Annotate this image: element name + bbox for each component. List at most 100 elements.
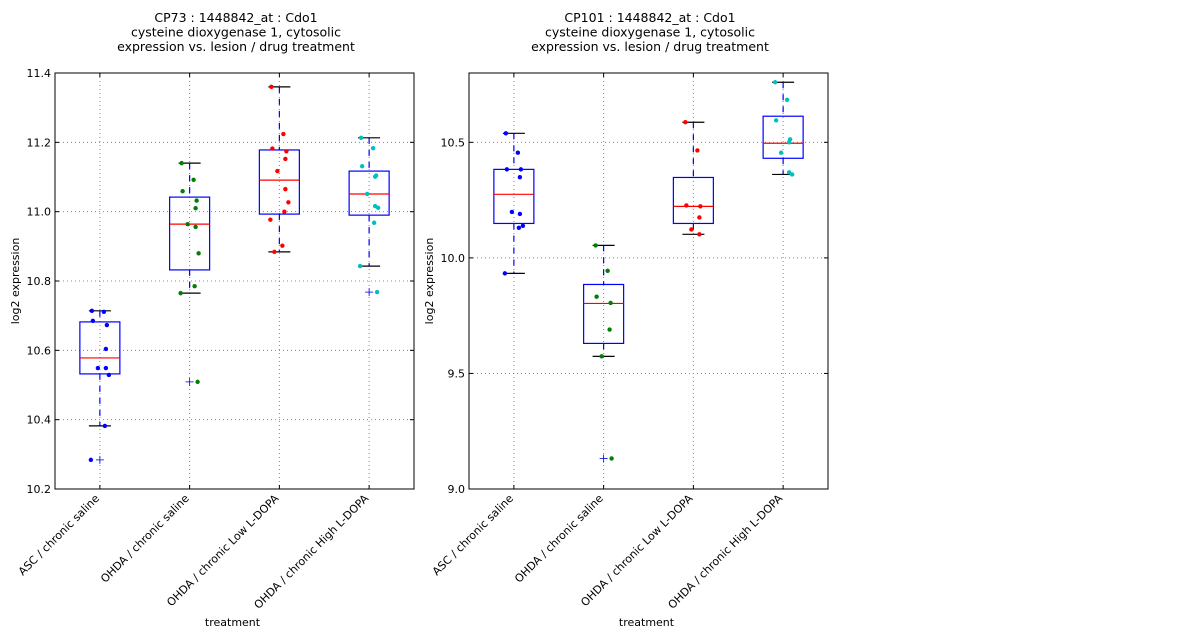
y-tick-label: 10.0	[441, 252, 466, 265]
data-point	[593, 243, 598, 248]
data-point	[88, 457, 94, 463]
data-point	[89, 308, 95, 314]
data-point	[90, 318, 96, 324]
y-tick-label: 10.2	[27, 483, 52, 496]
data-point	[191, 177, 196, 182]
data-point	[103, 346, 109, 352]
data-point	[520, 223, 526, 228]
box-iqr	[79, 321, 121, 375]
data-point	[284, 149, 289, 154]
axes-frame	[54, 72, 415, 490]
chart-title-line-3: expression vs. lesion / drug treatment	[117, 39, 355, 54]
data-point	[195, 379, 200, 385]
y-tick-label: 11.4	[27, 67, 52, 80]
data-point	[106, 372, 112, 378]
x-tick-label: ASC / chronic saline	[430, 492, 516, 578]
data-point	[789, 172, 795, 177]
data-point	[504, 167, 510, 172]
data-point	[101, 309, 107, 315]
data-point	[608, 300, 613, 306]
box-iqr	[493, 168, 535, 225]
chart-title-line-3: expression vs. lesion / drug treatment	[531, 39, 769, 54]
data-point	[695, 148, 700, 153]
data-point	[270, 146, 275, 151]
data-point	[784, 97, 790, 103]
data-point	[180, 189, 185, 194]
data-point	[599, 354, 604, 359]
box-iqr	[672, 176, 714, 225]
data-point	[605, 268, 610, 274]
data-point	[272, 249, 277, 255]
chart-title-line-1: CP101 : 1448842_at : Cdo1	[564, 10, 735, 25]
data-point	[282, 209, 287, 214]
data-point	[196, 251, 201, 256]
data-point	[193, 224, 198, 230]
data-point	[515, 150, 521, 155]
data-point	[697, 215, 702, 220]
x-tick-label: ASC / chronic saline	[16, 492, 102, 578]
data-point	[503, 131, 509, 136]
box-iqr	[169, 196, 211, 271]
data-point	[358, 135, 364, 141]
box-iqr	[348, 170, 390, 216]
data-point	[518, 167, 524, 172]
data-point	[95, 365, 101, 371]
x-tick-label: OHDA / chronic saline	[98, 492, 192, 586]
x-axis-label: treatment	[205, 616, 261, 629]
data-point	[281, 131, 286, 137]
data-point	[509, 209, 515, 215]
y-tick-label: 10.5	[441, 136, 466, 149]
data-point	[594, 294, 599, 299]
data-point	[683, 120, 688, 125]
y-axis-label: log2 expression	[9, 238, 22, 325]
data-point	[364, 191, 370, 197]
data-point	[375, 205, 381, 211]
data-point	[370, 146, 376, 151]
y-tick-label: 9.0	[448, 483, 466, 496]
y-axis-label: log2 expression	[423, 238, 436, 325]
data-point	[286, 200, 291, 205]
box-iqr	[258, 149, 300, 215]
data-point	[178, 290, 183, 296]
data-point	[517, 211, 523, 217]
y-tick-label: 10.8	[27, 275, 52, 288]
y-tick-label: 10.4	[27, 414, 52, 427]
chart-title-line-1: CP73 : 1448842_at : Cdo1	[154, 10, 317, 25]
data-point	[778, 150, 784, 155]
chart-title-line-2: cysteine dioxygenase 1, cytosolic	[545, 25, 755, 40]
data-point	[372, 174, 378, 179]
data-point	[786, 140, 792, 145]
x-tick-label: OHDA / chronic saline	[512, 492, 606, 586]
box-iqr	[762, 115, 804, 159]
data-point	[283, 186, 288, 192]
data-point	[609, 456, 614, 461]
data-point	[502, 271, 508, 276]
data-point	[697, 232, 702, 237]
data-point	[194, 198, 199, 203]
x-axis-label: treatment	[619, 616, 675, 629]
data-point	[684, 203, 689, 208]
y-tick-label: 10.6	[27, 344, 52, 357]
data-point	[103, 365, 109, 371]
axes-frame	[468, 72, 829, 490]
data-point	[193, 206, 198, 211]
data-point	[698, 204, 703, 209]
data-point	[689, 227, 694, 232]
y-tick-label: 9.5	[448, 367, 466, 380]
data-point	[371, 220, 377, 225]
data-point	[374, 289, 380, 295]
data-point	[517, 175, 523, 180]
y-tick-label: 11.2	[27, 136, 52, 149]
data-point	[185, 221, 190, 227]
data-point	[275, 168, 280, 174]
chart-title-line-2: cysteine dioxygenase 1, cytosolic	[131, 25, 341, 40]
data-point	[179, 160, 184, 166]
data-point	[359, 164, 365, 169]
data-point	[102, 423, 108, 429]
data-point	[280, 243, 285, 248]
box-iqr	[583, 283, 625, 345]
data-point	[607, 327, 612, 332]
